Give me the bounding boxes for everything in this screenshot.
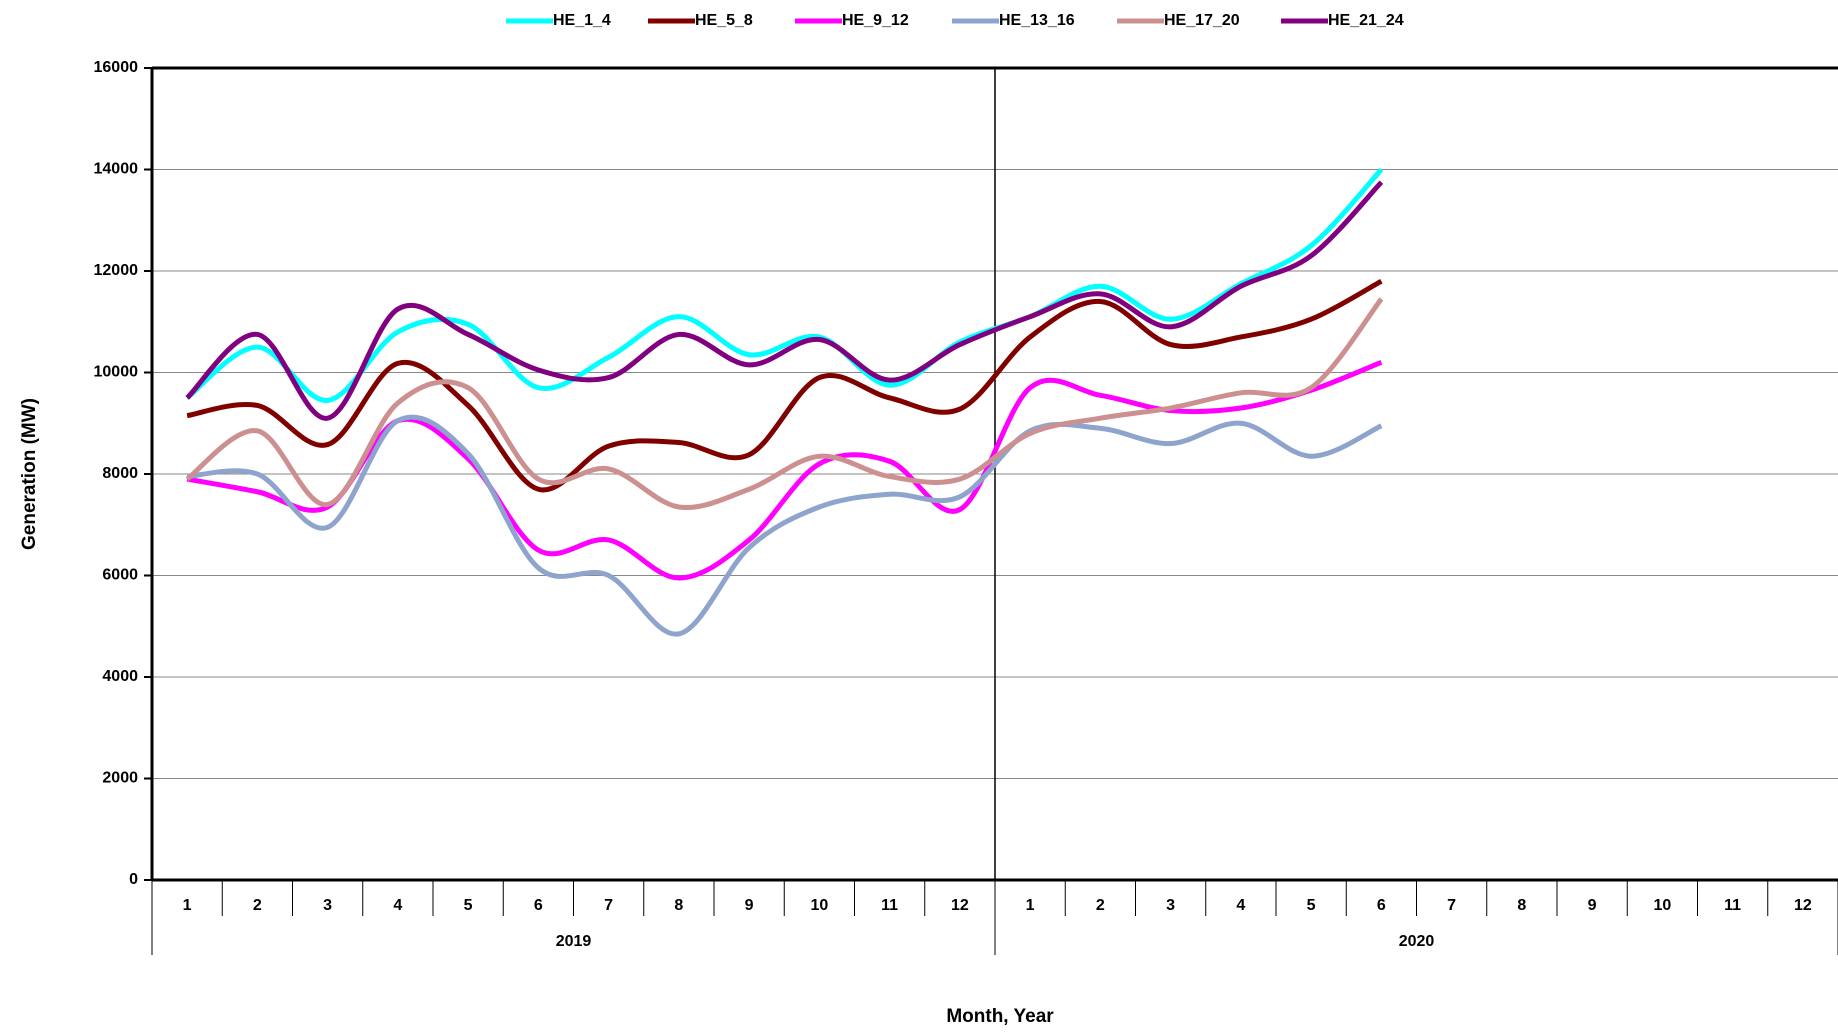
x-axis-title: Month, Year: [946, 1006, 1054, 1027]
x-tick-label: 8: [674, 897, 683, 914]
y-tick-label: 2000: [102, 770, 138, 787]
legend-label: HE_17_20: [1164, 12, 1240, 29]
y-tick-label: 16000: [94, 59, 139, 76]
y-tick-label: 6000: [102, 567, 138, 584]
x-tick-label: 8: [1517, 897, 1526, 914]
x-tick-label: 2: [1096, 897, 1105, 914]
x-tick-label: 11: [1724, 897, 1741, 914]
legend-label: HE_21_24: [1328, 12, 1404, 29]
y-tick-label: 12000: [94, 262, 139, 279]
y-tick-label: 0: [129, 871, 138, 888]
series-line: [185, 180, 1384, 421]
y-tick-label: 10000: [94, 364, 139, 381]
y-tick-label: 14000: [94, 161, 139, 178]
x-tick-label: 12: [1794, 897, 1812, 914]
legend-label: HE_1_4: [553, 12, 611, 29]
x-tick-label: 9: [745, 897, 754, 914]
x-tick-label: 4: [393, 897, 402, 914]
x-tick-label: 5: [1307, 897, 1316, 914]
x-tick-label: 11: [881, 897, 898, 914]
series-line: [185, 297, 1384, 511]
x-tick-label: 7: [604, 897, 613, 914]
series-line: [185, 167, 1384, 403]
y-tick-label: 4000: [102, 668, 138, 685]
x-tick-label: 1: [183, 897, 192, 914]
x-tick-label: 5: [464, 897, 473, 914]
x-group-label: 2019: [556, 933, 592, 950]
x-group-label: 2020: [1399, 933, 1435, 950]
x-tick-label: 10: [810, 897, 828, 914]
x-tick-label: 2: [253, 897, 262, 914]
x-tick-label: 7: [1447, 897, 1456, 914]
x-tick-label: 1: [1026, 897, 1035, 914]
x-tick-label: 3: [1166, 897, 1175, 914]
legend-label: HE_5_8: [695, 12, 753, 29]
legend-label: HE_13_16: [999, 12, 1075, 29]
y-axis-title: Generation (MW): [19, 398, 40, 550]
x-tick-label: 12: [951, 897, 969, 914]
x-tick-label: 10: [1653, 897, 1671, 914]
x-tick-label: 6: [534, 897, 543, 914]
x-tick-label: 6: [1377, 897, 1386, 914]
series-line: [186, 278, 1383, 493]
x-tick-label: 4: [1236, 897, 1245, 914]
series-line: [186, 414, 1383, 637]
y-tick-label: 8000: [102, 465, 138, 482]
legend-label: HE_9_12: [842, 12, 909, 29]
x-tick-label: 3: [323, 897, 332, 914]
x-tick-label: 9: [1588, 897, 1597, 914]
